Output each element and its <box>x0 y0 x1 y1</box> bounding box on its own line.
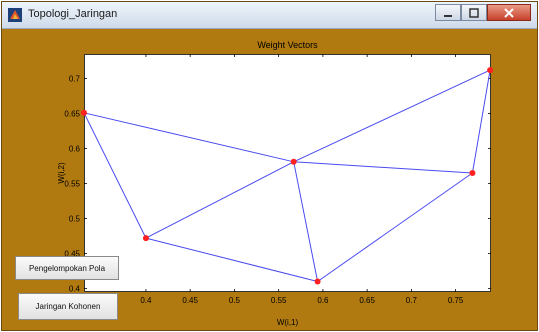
minimize-icon <box>444 14 452 17</box>
pengelompokan-pola-button[interactable]: Pengelompokan Pola <box>15 256 119 280</box>
window-controls <box>435 4 531 24</box>
y-tick-label: 0.65 <box>64 110 80 119</box>
chart-title: Weight Vectors <box>257 40 318 50</box>
weight-point <box>81 109 87 116</box>
network-edge <box>317 172 473 282</box>
x-tick-label: 0.75 <box>448 296 464 305</box>
network-edge <box>83 112 147 239</box>
y-tick-label: 0.6 <box>69 145 81 154</box>
y-tick-label: 0.5 <box>69 215 81 224</box>
matlab-icon <box>8 8 22 22</box>
weight-point <box>487 67 494 74</box>
x-tick-label: 0.45 <box>182 296 198 305</box>
close-button[interactable] <box>487 4 531 21</box>
title-bar[interactable]: Topologi_Jaringan <box>2 2 537 29</box>
network-edge <box>293 161 319 282</box>
weight-point <box>290 158 297 165</box>
y-tick-label: 0.4 <box>69 285 81 294</box>
weight-point <box>314 278 321 285</box>
x-tick-label: 0.4 <box>140 296 152 305</box>
y-axis-label: W(i,2) <box>57 162 66 184</box>
y-tick-label: 0.45 <box>64 250 80 259</box>
x-tick-label: 0.5 <box>229 296 241 305</box>
network-edge <box>471 70 491 174</box>
y-tick-label: 0.55 <box>64 180 80 189</box>
weight-point <box>142 235 149 242</box>
network-edge <box>293 69 491 163</box>
plot-area[interactable] <box>84 54 491 292</box>
maximize-button[interactable] <box>461 4 487 21</box>
x-tick-label: 0.65 <box>359 296 375 305</box>
network-edge <box>83 112 294 163</box>
network-edge <box>145 161 294 239</box>
x-tick-label: 0.55 <box>271 296 287 305</box>
maximize-icon <box>469 7 479 18</box>
weight-point <box>469 170 476 176</box>
y-tick-label: 0.7 <box>69 75 81 84</box>
network-edge <box>293 161 473 174</box>
jaringan-kohonen-button[interactable]: Jaringan Kohonen <box>18 293 118 320</box>
minimize-button[interactable] <box>435 4 461 21</box>
network-edge <box>145 237 318 282</box>
x-tick-label: 0.7 <box>406 296 418 305</box>
window-title: Topologi_Jaringan <box>28 8 118 20</box>
x-tick-label: 0.6 <box>317 296 329 305</box>
x-axis-label: W(i,1) <box>277 318 299 327</box>
close-icon <box>504 7 514 18</box>
